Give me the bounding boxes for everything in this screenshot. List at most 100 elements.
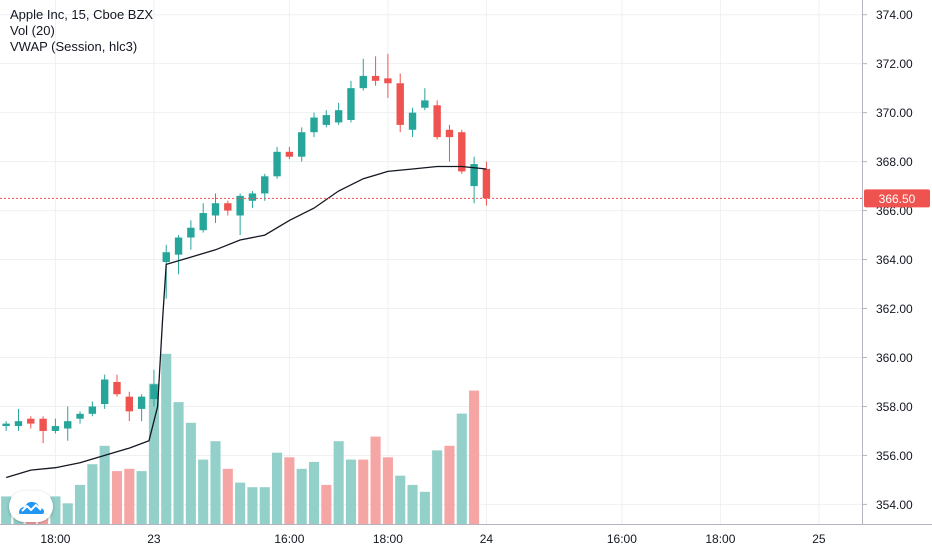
volume-bar: [407, 484, 418, 524]
volume-bar: [272, 452, 283, 524]
candle-body: [100, 379, 109, 405]
candle-body: [211, 203, 220, 216]
candle-body: [88, 406, 97, 414]
candle-body: [27, 418, 35, 424]
volume-bar: [111, 471, 123, 524]
tradingview-logo[interactable]: [9, 491, 53, 522]
vwap-indicator-label[interactable]: VWAP (Session, hlc3): [10, 39, 138, 54]
candle-body: [433, 105, 441, 138]
candle-body: [408, 112, 417, 130]
time-tick-label: 18:00: [705, 532, 735, 546]
volume-bar: [1, 496, 12, 524]
volume-bar: [432, 450, 443, 524]
volume-bar: [395, 475, 406, 524]
volume-bar: [99, 445, 110, 524]
candle-body: [334, 110, 343, 123]
chart-grid: [0, 0, 862, 524]
volume-bar: [321, 484, 332, 524]
volume-bar: [345, 459, 357, 524]
candle-body: [150, 384, 158, 400]
price-tick-label: 360.00: [876, 351, 913, 365]
time-tick-label: 24: [480, 532, 494, 546]
price-tick-label: 372.00: [876, 57, 913, 71]
candle-body: [64, 421, 72, 429]
candle-body: [174, 237, 183, 255]
volume-bar: [296, 468, 307, 524]
last-price-label: 366.50: [879, 192, 916, 206]
candle-body: [482, 168, 491, 199]
candle-body: [285, 151, 294, 157]
candle-body: [236, 195, 244, 216]
vwap-line: [6, 165, 487, 479]
price-tick-label: 358.00: [876, 400, 913, 414]
price-tick-label: 354.00: [876, 498, 913, 512]
candle-body: [2, 423, 10, 427]
volume-bar: [161, 353, 172, 524]
volume-bar: [74, 484, 86, 524]
volume-bar: [333, 441, 344, 524]
candle-body: [261, 176, 269, 194]
candle-body: [162, 252, 170, 262]
volume-bar: [62, 503, 73, 524]
price-axis[interactable]: 354.00 356.00 358.00 360.00 362.00 364.00 366.…: [863, 8, 913, 512]
candle-body: [248, 193, 257, 201]
volume-bar: [308, 461, 320, 524]
volume-bar: [370, 436, 381, 524]
candle-body: [322, 115, 331, 125]
price-tick-label: 362.00: [876, 302, 913, 316]
volume-bars: [1, 353, 480, 524]
last-price-badge: 366.50: [864, 189, 930, 208]
time-tick-label: 18:00: [373, 532, 403, 546]
candle-body: [445, 129, 454, 138]
candle-body: [224, 203, 232, 211]
candle-body: [371, 75, 380, 81]
candle-body: [113, 381, 121, 395]
symbol-title[interactable]: Apple Inc, 15, Cboe BZX: [10, 7, 154, 22]
candle-body: [359, 75, 367, 89]
candle-body: [273, 151, 281, 177]
candle-body: [76, 413, 84, 419]
candle-body: [396, 83, 404, 125]
volume-bar: [222, 468, 233, 524]
volume-bar: [358, 459, 369, 524]
candle-body: [187, 227, 195, 238]
candle-body: [458, 132, 466, 172]
candle-body: [310, 117, 318, 133]
time-tick-label: 23: [147, 532, 161, 546]
price-tick-label: 364.00: [876, 253, 913, 267]
time-tick-label: 18:00: [40, 532, 70, 546]
volume-bar: [173, 402, 184, 524]
price-axis-background: [863, 0, 932, 550]
candle-body: [470, 164, 478, 187]
volume-bar: [469, 390, 480, 524]
price-tick-label: 374.00: [876, 8, 913, 22]
volume-bar: [198, 459, 209, 524]
volume-bar: [148, 383, 159, 524]
candle-body: [14, 421, 23, 427]
candle-body: [137, 396, 146, 409]
volume-bar: [185, 422, 196, 524]
candle-body: [125, 396, 133, 412]
volume-bar: [444, 445, 455, 524]
cloud-logo-icon: [19, 501, 44, 514]
volume-bar: [124, 468, 135, 524]
volume-bar: [87, 464, 98, 524]
volume-bar: [259, 487, 270, 524]
volume-bar: [235, 482, 246, 524]
volume-bar: [456, 413, 467, 524]
candle-body: [384, 78, 392, 84]
volume-bar: [210, 441, 221, 524]
volume-bar: [382, 457, 393, 524]
time-tick-label: 16:00: [607, 532, 637, 546]
volume-bar: [247, 487, 258, 524]
candle-body: [421, 100, 429, 108]
volume-bar: [50, 496, 61, 524]
candle-body: [199, 213, 207, 231]
volume-bar: [284, 457, 295, 524]
candle-body: [347, 88, 355, 120]
volume-bar: [136, 471, 147, 524]
candle-body: [298, 132, 306, 157]
time-axis[interactable]: 18:00 23 16:00 18:00 24 16:00 18:00 25: [40, 532, 825, 546]
volume-indicator-label[interactable]: Vol (20): [10, 23, 55, 38]
